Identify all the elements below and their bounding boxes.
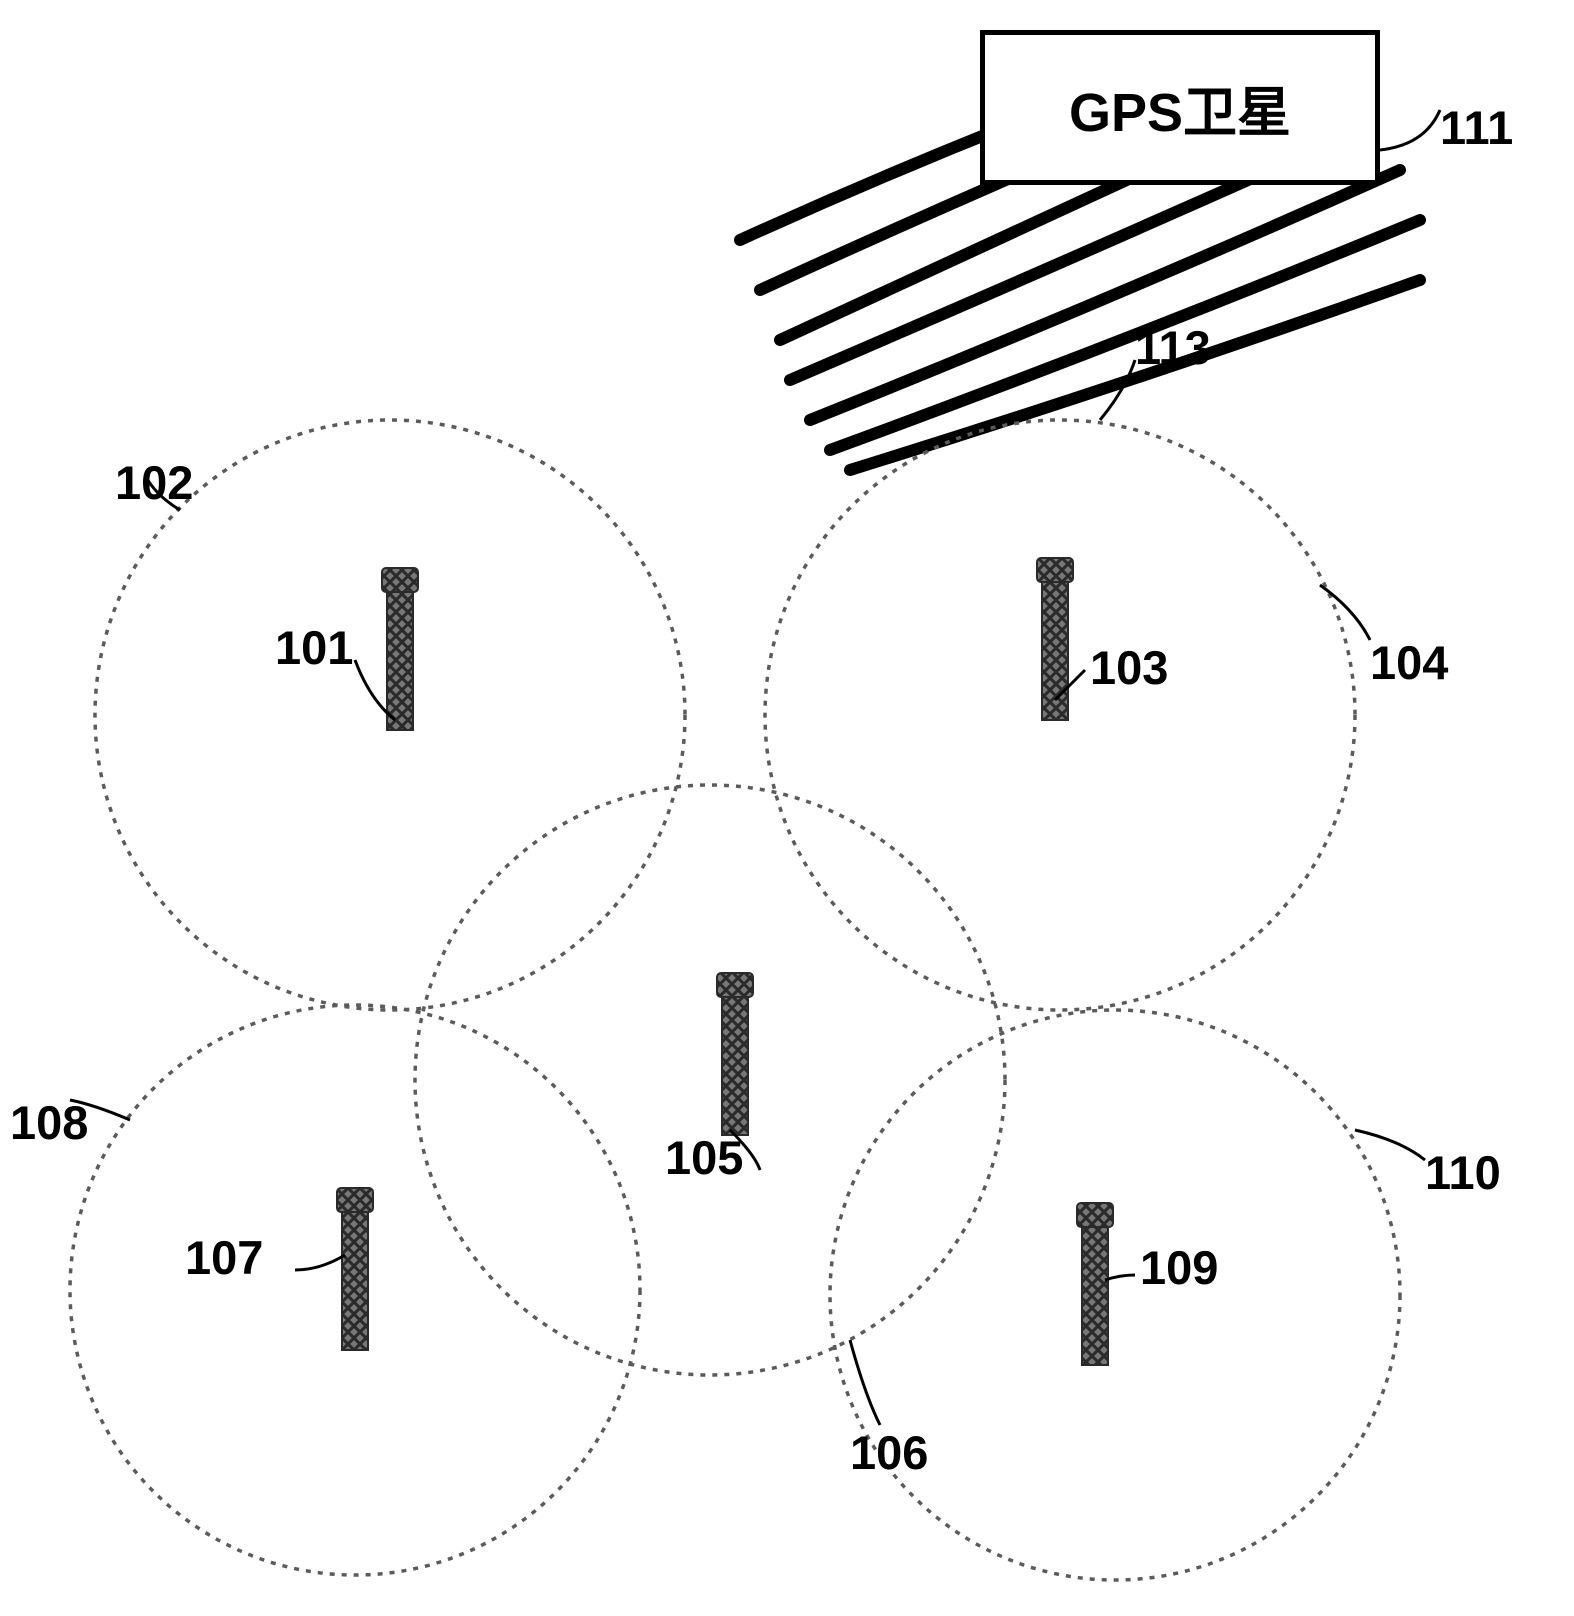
ref-label-109: 109 [1140,1240,1218,1295]
ref-label-113: 113 [1135,320,1211,375]
signal-wave-arc-5 [830,220,1420,450]
gps-satellite-box: GPS卫星 [980,30,1380,185]
ref-label-102: 102 [115,455,193,510]
ref-label-108: 108 [10,1095,88,1150]
cell-circle-110 [830,1010,1400,1580]
ref-label-105: 105 [665,1130,743,1185]
ref-label-110: 110 [1425,1145,1501,1200]
gps-satellite-label: GPS卫星 [1069,68,1291,147]
ref-label-106: 106 [850,1425,928,1480]
tower-icon-101 [382,568,418,730]
tower-icon-109 [1077,1203,1113,1365]
tower-icon-105 [717,973,753,1135]
ref-label-103: 103 [1090,640,1168,695]
diagram-svg [0,0,1574,1611]
ref-label-101: 101 [275,620,353,675]
cell-circle-106 [415,785,1005,1375]
cellular-gps-diagram: GPS卫星 113 111 102 101 104 103 106 105 108 107 110 1… [0,0,1574,1611]
ref-label-107: 107 [185,1230,263,1285]
tower-icon-107 [337,1188,373,1350]
ref-label-104: 104 [1370,635,1448,690]
ref-label-111: 111 [1440,100,1513,155]
tower-icon-103 [1037,558,1073,720]
